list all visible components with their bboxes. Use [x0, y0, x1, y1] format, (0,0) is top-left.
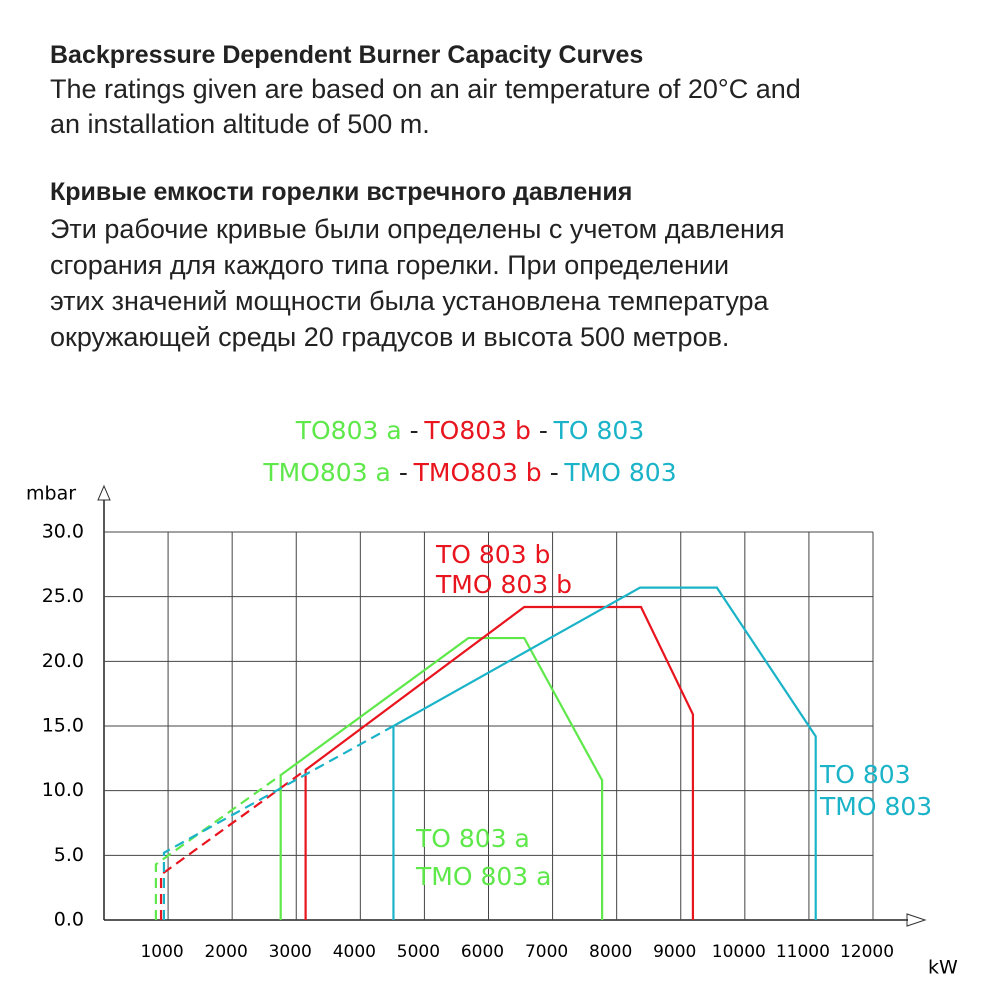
legend-entry: TO803 b — [423, 416, 530, 445]
text-line: Эти рабочие кривые были определены с уче… — [50, 214, 785, 244]
axis-arrow — [97, 484, 111, 501]
legend-entry: TO 803 — [553, 416, 645, 445]
line-segment — [154, 774, 282, 920]
text-line: an installation altitude of 500 m. — [50, 109, 430, 139]
y-tick-label: 15.0 — [42, 715, 84, 737]
x-tick-label: 1000 — [140, 942, 183, 962]
series-label: TO 803 b — [435, 540, 550, 569]
line-segment — [162, 725, 394, 920]
x-tick-label: 10000 — [712, 942, 766, 962]
x-tick-label: 4000 — [333, 942, 376, 962]
title: Кривые емкости горелки встречного давлен… — [50, 178, 633, 206]
y-tick-label: 0.0 — [54, 909, 84, 931]
x-tick-label: 2000 — [205, 942, 248, 962]
legend-entry: TMO 803 — [563, 458, 676, 487]
y-tick-label: 25.0 — [42, 585, 84, 607]
series-label: TO 803 — [819, 760, 911, 789]
legend-separator: - — [410, 416, 418, 445]
x-tick-label: 5000 — [397, 942, 440, 962]
legend-separator: - — [550, 458, 558, 487]
text-line: окружающей среды 20 градусов и высота 50… — [50, 322, 730, 352]
text-line: сгорания для каждого типа горелки. При о… — [50, 250, 730, 280]
x-tick-label: 8000 — [589, 942, 632, 962]
axis-arrow — [906, 913, 927, 927]
text-line: The ratings given are based on an air te… — [50, 74, 801, 104]
series-label: TO 803 a — [415, 824, 530, 853]
line-segment — [304, 605, 695, 920]
y-tick-label: 10.0 — [42, 779, 84, 801]
title: Backpressure Dependent Burner Capacity C… — [50, 41, 644, 69]
x-tick-label: 9000 — [653, 942, 696, 962]
series-label: TMO 803 — [819, 792, 932, 821]
y-tick-label: 20.0 — [42, 650, 84, 672]
x-tick-label: 11000 — [776, 942, 830, 962]
x-axis-label: kW — [928, 957, 958, 979]
legend: TO803 a - TO803 b - TO 803 — [295, 416, 645, 445]
x-tick-label: 6000 — [461, 942, 504, 962]
series-label: TMO 803 a — [415, 862, 551, 891]
legend-separator: - — [399, 458, 407, 487]
legend-entry: TMO803 b — [413, 458, 542, 487]
x-tick-label: 12000 — [840, 942, 894, 962]
x-tick-label: 3000 — [269, 942, 312, 962]
y-axis-label: mbar — [26, 483, 76, 505]
legend-separator: - — [539, 416, 547, 445]
y-tick-label: 30.0 — [42, 521, 84, 543]
x-tick-label: 7000 — [525, 942, 568, 962]
line-segment — [279, 636, 604, 920]
y-tick-label: 5.0 — [54, 844, 84, 866]
series-label: TMO 803 b — [435, 570, 572, 599]
line-segment — [392, 586, 817, 920]
text-line: этих значений мощности была установлена … — [50, 286, 769, 316]
legend: TMO803 a - TMO803 b - TMO 803 — [262, 458, 676, 487]
line-segment — [159, 769, 307, 920]
legend-entry: TMO803 a — [262, 458, 391, 487]
legend-entry: TO803 a — [295, 416, 402, 445]
